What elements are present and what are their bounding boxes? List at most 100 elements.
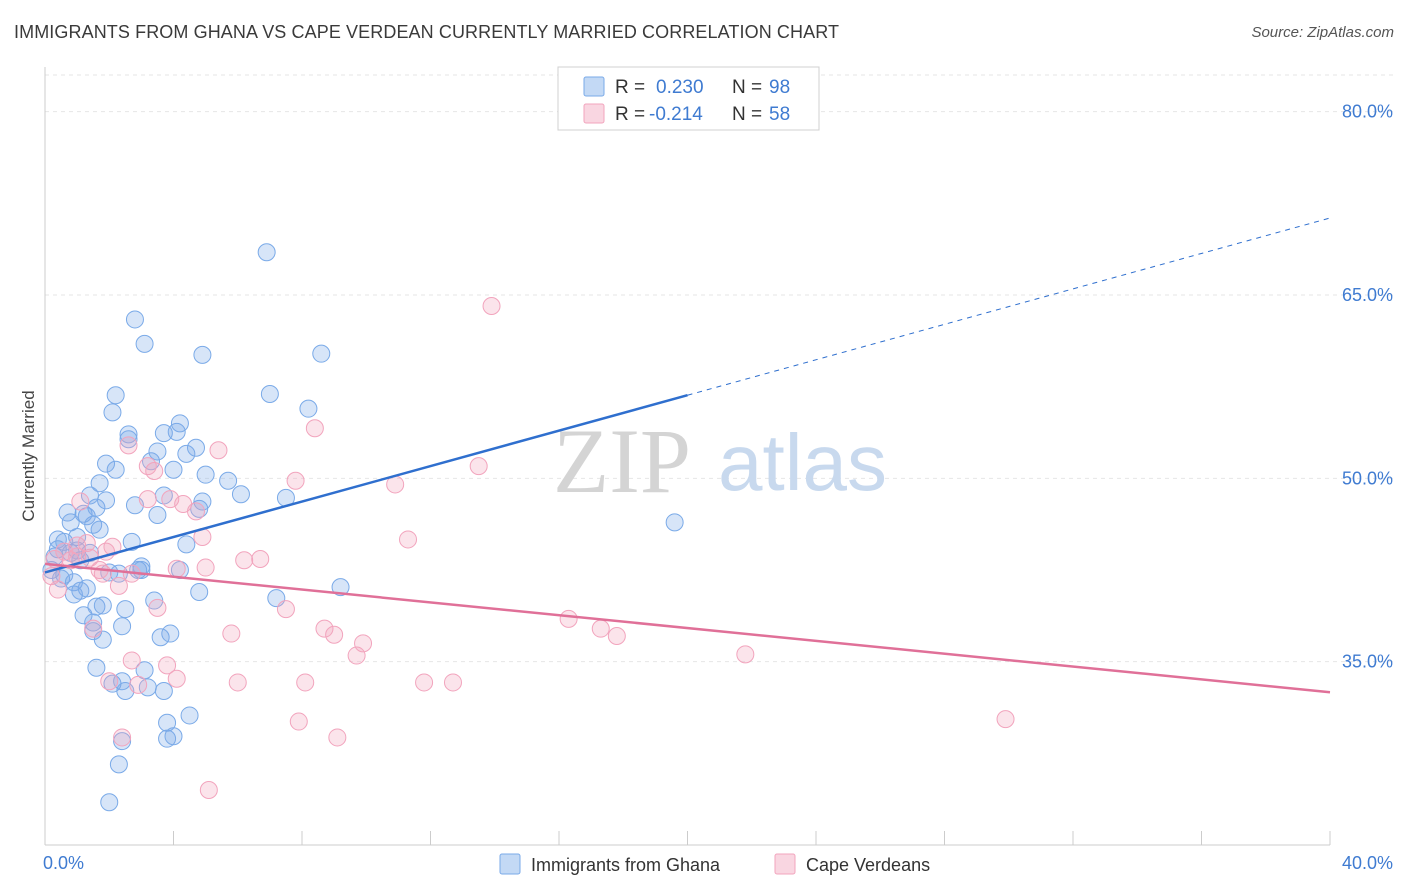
point-cape-verdeans — [469, 457, 488, 476]
point-cape-verdeans — [199, 781, 218, 799]
point-ghana — [125, 310, 144, 329]
point-ghana — [190, 583, 209, 601]
point-ghana — [154, 424, 173, 443]
y-tick-labels: 35.0% 50.0% 65.0% 80.0% — [1342, 102, 1393, 672]
legend-r-label-cape-verdeans: R = — [615, 104, 645, 125]
point-ghana — [90, 474, 109, 493]
point-cape-verdeans — [167, 559, 186, 578]
point-ghana — [177, 535, 196, 554]
legend-r-value-cape-verdeans: -0.214 — [649, 104, 703, 125]
point-cape-verdeans — [122, 651, 141, 670]
point-ghana — [106, 386, 125, 405]
axes — [44, 67, 1331, 846]
point-ghana — [312, 344, 331, 363]
y-tick-label: 80.0% — [1342, 102, 1393, 122]
data-points — [42, 243, 1015, 812]
point-cape-verdeans — [607, 627, 626, 645]
grid-lines — [45, 74, 1393, 663]
point-ghana — [193, 492, 212, 511]
point-ghana — [90, 520, 109, 539]
legend: R = 0.230 N = 98 R = -0.214 N = 58 — [557, 66, 820, 131]
point-ghana — [164, 460, 183, 479]
point-ghana — [665, 513, 684, 532]
point-cape-verdeans — [559, 609, 578, 628]
point-ghana — [119, 430, 138, 449]
point-cape-verdeans — [228, 673, 247, 692]
trend-line-ghana — [44, 394, 688, 574]
point-ghana — [87, 658, 106, 677]
point-cape-verdeans — [158, 656, 177, 675]
x-tick-label-max: 40.0% — [1342, 853, 1393, 873]
point-cape-verdeans — [305, 419, 324, 438]
point-cape-verdeans — [100, 672, 119, 691]
bottom-legend: Immigrants from Ghana Cape Verdeans — [499, 853, 930, 875]
point-cape-verdeans — [84, 619, 103, 638]
point-cape-verdeans — [209, 441, 228, 460]
point-ghana — [164, 727, 183, 746]
point-ghana — [77, 579, 96, 598]
point-ghana — [231, 485, 250, 504]
point-ghana — [87, 498, 106, 517]
point-ghana — [148, 506, 167, 524]
point-cape-verdeans — [119, 436, 138, 455]
source-label: Source: ZipAtlas.com — [1251, 24, 1394, 41]
point-cape-verdeans — [77, 534, 96, 553]
point-cape-verdeans — [399, 530, 418, 549]
point-cape-verdeans — [296, 673, 315, 692]
point-cape-verdeans — [93, 564, 112, 583]
point-cape-verdeans — [48, 580, 67, 599]
point-cape-verdeans — [113, 728, 132, 747]
point-ghana — [170, 414, 189, 433]
point-cape-verdeans — [71, 492, 90, 511]
point-ghana — [97, 491, 116, 510]
legend-swatch-ghana — [583, 76, 605, 97]
watermark-atlas: atlas — [718, 418, 887, 507]
point-ghana — [331, 578, 350, 597]
point-cape-verdeans — [289, 712, 308, 731]
point-ghana — [260, 385, 279, 403]
y-tick-label: 50.0% — [1342, 468, 1393, 488]
point-cape-verdeans — [736, 645, 755, 664]
point-ghana — [219, 471, 238, 490]
point-ghana — [113, 617, 132, 636]
x-tick-label-min: 0.0% — [43, 853, 84, 873]
point-ghana — [161, 624, 180, 643]
legend-r-value-ghana: 0.230 — [656, 77, 704, 98]
point-cape-verdeans — [145, 462, 164, 480]
point-ghana — [100, 793, 119, 812]
point-ghana — [103, 403, 122, 422]
trend-line-cape-verdeans — [44, 562, 1331, 694]
point-ghana — [93, 596, 112, 615]
y-axis-label: Currently Married — [19, 390, 38, 521]
point-ghana — [142, 452, 161, 471]
point-cape-verdeans — [415, 673, 434, 692]
point-cape-verdeans — [325, 625, 344, 644]
point-ghana — [154, 682, 173, 700]
point-cape-verdeans — [276, 600, 295, 619]
y-tick-label: 65.0% — [1342, 285, 1393, 305]
point-ghana — [97, 454, 116, 473]
legend-swatch-cape-verdeans — [583, 103, 605, 124]
point-cape-verdeans — [328, 728, 347, 747]
point-cape-verdeans — [109, 576, 128, 595]
point-cape-verdeans — [251, 550, 270, 568]
point-cape-verdeans — [315, 619, 334, 638]
point-cape-verdeans — [996, 710, 1015, 729]
chart-title: IMMIGRANTS FROM GHANA VS CAPE VERDEAN CU… — [14, 22, 840, 42]
trend-line-ghana-projection — [687, 217, 1331, 396]
point-ghana — [74, 606, 93, 625]
point-cape-verdeans — [138, 490, 157, 509]
point-ghana — [186, 438, 205, 457]
point-cape-verdeans — [482, 297, 501, 315]
legend-n-value-cape-verdeans: 58 — [769, 104, 790, 125]
bottom-legend-label-cape-verdeans: Cape Verdeans — [806, 855, 930, 875]
point-cape-verdeans — [196, 558, 215, 577]
point-ghana — [177, 444, 196, 463]
point-cape-verdeans — [129, 675, 148, 694]
y-tick-label: 35.0% — [1342, 652, 1393, 672]
bottom-legend-swatch-ghana — [499, 853, 521, 875]
point-ghana — [109, 755, 128, 774]
point-cape-verdeans — [354, 634, 373, 653]
point-ghana — [151, 628, 170, 647]
